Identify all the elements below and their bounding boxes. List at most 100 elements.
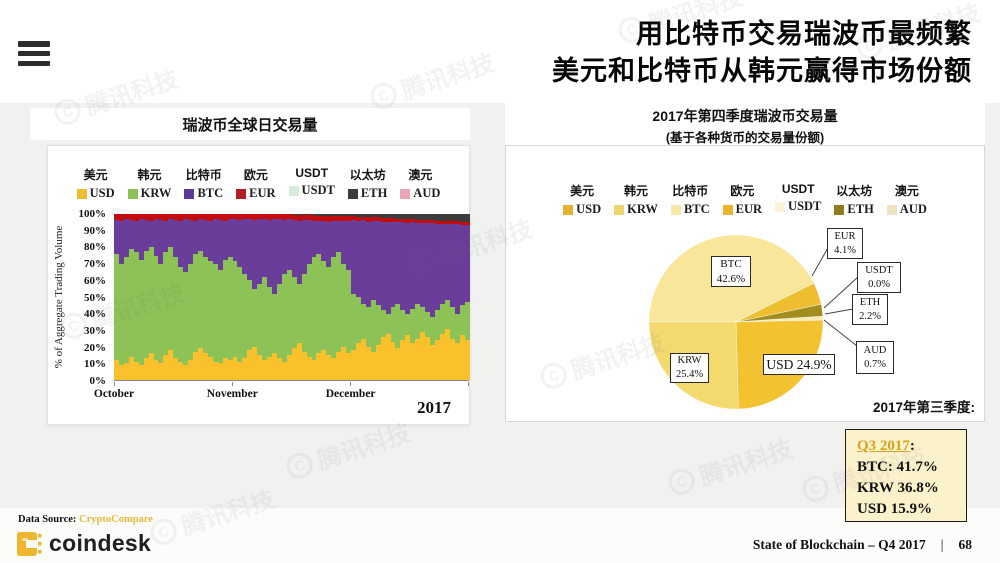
data-source-link[interactable]: CryptoCompare <box>79 514 153 525</box>
stacked-bar <box>207 214 213 380</box>
x-axis-tick <box>468 382 469 386</box>
stacked-bar <box>217 214 223 380</box>
legend-item-USDT-left: USDT USDT <box>288 166 335 201</box>
stacked-bar <box>128 214 134 380</box>
left-chart-panel: 美元 USD 韩元 KRW 比特币 BTC 欧元 EUR USDT USDT 以太坊 ETH 澳元 AUD… <box>47 145 470 425</box>
right-chart-title-line1: 2017年第四季度瑞波币交易量 <box>652 108 838 124</box>
q3-line-krw: KRW 36.8% <box>857 480 939 496</box>
stacked-bar <box>242 214 248 380</box>
q3-line-usd: USD 15.9% <box>857 501 933 517</box>
stacked-bar <box>267 214 272 380</box>
stacked-bar <box>410 214 416 380</box>
stacked-bar <box>400 214 406 380</box>
hamburger-menu-icon[interactable] <box>18 41 50 66</box>
stacked-bar <box>222 214 228 380</box>
stacked-bar <box>262 214 268 380</box>
pie-callout-eur: EUR 4.1% <box>827 228 863 259</box>
stacked-bar <box>148 214 154 380</box>
stacked-bar <box>360 214 366 380</box>
legend-item-AUD-left: 澳元 AUD <box>400 166 440 201</box>
q3-line-btc: BTC: 41.7% <box>857 459 938 475</box>
pie-callout-usdt: USDT 0.0% <box>857 262 901 293</box>
q3-summary-title: Q3 2017: <box>857 436 966 457</box>
legend-zh-label: 欧元 <box>243 168 268 182</box>
stacked-bar <box>380 214 386 380</box>
coindesk-wordmark: coindesk <box>49 530 152 556</box>
stacked-bar <box>425 214 430 380</box>
y-tick-label: 80% <box>84 241 106 254</box>
stacked-bar <box>138 214 144 380</box>
stacked-bar <box>449 214 455 380</box>
right-title-background <box>505 103 985 145</box>
legend-zh-label: USDT <box>295 166 329 180</box>
stacked-bar <box>355 214 361 380</box>
legend-zh-label: 澳元 <box>408 168 433 182</box>
stacked-bar <box>237 214 243 380</box>
watermark-logo-icon: C <box>283 448 316 482</box>
legend-zh-label: 澳元 <box>894 184 919 198</box>
y-tick-label: 40% <box>84 308 106 321</box>
legend-code-label: USDT <box>775 199 821 214</box>
coindesk-logo: coindesk <box>16 530 151 557</box>
footer-right: State of Blockchain – Q4 2017 | 68 <box>753 537 972 553</box>
stacked-bar <box>341 214 347 380</box>
y-tick-label: 60% <box>84 274 106 287</box>
legend-zh-label: 以太坊 <box>836 184 873 198</box>
stacked-bar-plot <box>114 214 470 381</box>
pie-callout-eth: ETH 2.2% <box>852 294 888 325</box>
legend-zh-label: 韩元 <box>624 184 649 198</box>
x-axis-tick <box>350 382 351 386</box>
stacked-bar <box>301 214 307 380</box>
legend-swatch-icon <box>886 204 897 215</box>
pie-callout-aud: AUD 0.7% <box>856 341 894 374</box>
stacked-bar <box>430 214 435 380</box>
legend-code-label: USD <box>76 186 115 201</box>
stacked-bar <box>459 214 465 380</box>
legend-item-BTC-right: 比特币 BTC <box>670 182 710 217</box>
right-chart-legend: 美元 USD 韩元 KRW 比特币 BTC 欧元 EUR USDT USDT 以太坊 ETH 澳元 AUD <box>506 182 984 217</box>
pie-callout-usd: USD 24.9% <box>763 354 835 375</box>
watermark-logo-icon: C <box>665 464 698 498</box>
coindesk-icon <box>17 531 42 556</box>
stacked-bar <box>390 214 396 380</box>
legend-swatch-icon <box>614 204 625 215</box>
legend-zh-label: 韩元 <box>137 168 162 182</box>
stacked-bar <box>118 214 124 380</box>
stacked-bar <box>405 214 411 380</box>
q3-period-note: 2017年第三季度: <box>872 400 975 415</box>
legend-swatch-icon <box>76 188 87 199</box>
hamburger-bar <box>18 60 50 66</box>
stacked-bar <box>257 214 263 380</box>
x-tick-label-december: December <box>325 388 376 400</box>
page-title: 用比特币交易瑞波币最频繁 美元和比特币从韩元赢得市场份额 <box>552 16 972 90</box>
legend-zh-label: 比特币 <box>672 184 709 198</box>
legend-code-label: AUD <box>400 186 440 201</box>
legend-item-ETH-right: 以太坊 ETH <box>834 182 874 217</box>
stacked-bar <box>173 214 179 380</box>
legend-swatch-icon <box>563 204 574 215</box>
legend-swatch-icon <box>288 185 299 196</box>
y-tick-label: 50% <box>84 291 106 304</box>
legend-code-label: EUR <box>722 202 762 217</box>
stacked-bar <box>439 214 445 380</box>
footer-separator: | <box>940 537 944 552</box>
legend-code-label: BTC <box>184 186 223 201</box>
legend-item-EUR-right: 欧元 EUR <box>722 182 762 217</box>
q3-link[interactable]: Q3 2017 <box>857 438 910 454</box>
legend-item-USD-right: 美元 USD <box>563 182 601 217</box>
stacked-bar <box>464 214 470 380</box>
legend-item-USDT-right: USDT USDT <box>775 182 821 217</box>
pie-callout-krw: KRW 25.4% <box>670 353 709 383</box>
legend-zh-label: 比特币 <box>185 168 222 182</box>
stacked-bar <box>420 214 426 380</box>
stacked-bar <box>247 214 253 380</box>
y-tick-label: 100% <box>78 208 107 220</box>
legend-item-ETH-left: 以太坊 ETH <box>347 166 387 201</box>
y-axis-ticks: 100% 90% 80% 70% 60% 50% 40% 30% 20% 10% 0% <box>76 208 109 387</box>
legend-swatch-icon <box>236 188 247 199</box>
stacked-bar <box>168 214 174 380</box>
stacked-bar <box>316 214 322 380</box>
data-source-line: Data Source: CryptoCompare <box>18 514 153 525</box>
watermark-logo-icon: C <box>799 471 832 505</box>
legend-swatch-icon <box>722 204 733 215</box>
